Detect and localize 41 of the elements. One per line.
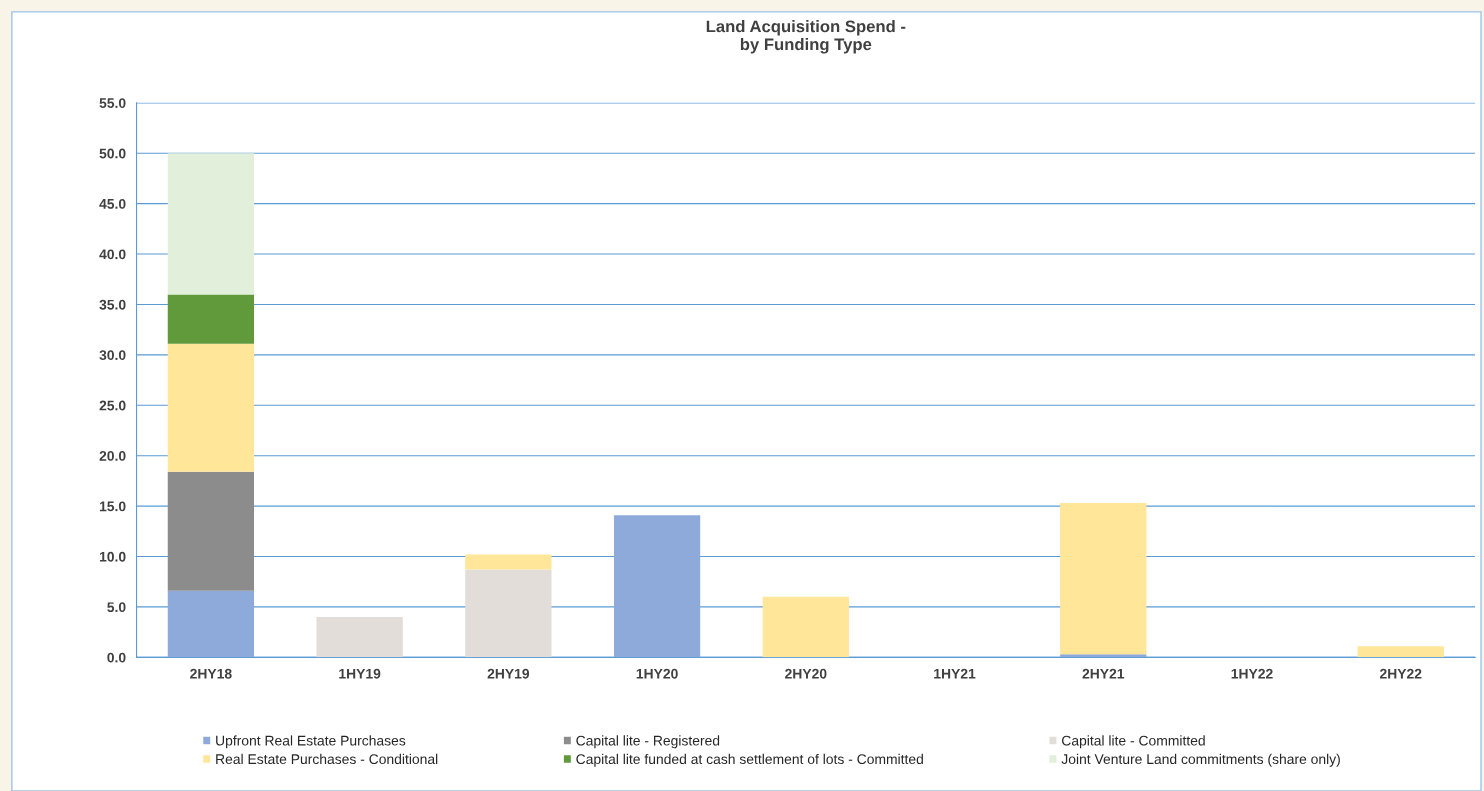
y-tick-label: 35.0 (99, 299, 126, 310)
y-tick-label: 40.0 (99, 249, 126, 260)
y-tick-label: 10.0 (99, 551, 126, 562)
x-tick-label: 1HY19 (339, 668, 381, 679)
y-tick-label: 30.0 (99, 350, 126, 361)
legend-label: Capital lite funded at cash settlement of lots - Committed (576, 753, 923, 767)
x-tick-label: 1HY22 (1231, 668, 1273, 679)
bar (1060, 503, 1147, 655)
bar (465, 569, 552, 658)
x-tick-label: 2HY19 (487, 668, 530, 679)
bar (167, 153, 255, 295)
bar (167, 294, 255, 344)
y-tick-label: 20.0 (99, 451, 126, 461)
y-tick-label: 0.0 (107, 652, 126, 663)
bar (167, 343, 255, 472)
bar (316, 616, 403, 658)
y-tick-label: 25.0 (99, 400, 126, 411)
x-tick-label: 2HY22 (1379, 668, 1422, 679)
legend-label: Joint Venture Land commitments (share only) (1061, 753, 1340, 767)
x-tick-label: 1HY20 (636, 668, 678, 679)
legend-label: Capital lite - Registered (576, 735, 720, 749)
bar (613, 515, 701, 658)
y-tick-label: 55.0 (99, 98, 126, 108)
bar (762, 596, 849, 658)
x-tick-label: 2HY18 (190, 668, 232, 679)
y-tick-label: 5.0 (107, 602, 126, 613)
legend-label: Upfront Real Estate Purchases (216, 735, 406, 749)
bar (1060, 654, 1147, 658)
y-tick-label: 15.0 (99, 501, 126, 512)
bar (167, 590, 255, 658)
legend-label: Capital lite - Committed (1062, 735, 1205, 749)
chart-title: Land Acquisition Spend - by Funding Type (706, 20, 906, 54)
bar (465, 554, 552, 570)
y-tick-label: 50.0 (99, 148, 126, 159)
x-tick-label: 1HY21 (934, 668, 976, 679)
y-tick-label: 45.0 (99, 198, 126, 209)
bar (1357, 646, 1444, 658)
x-tick-label: 2HY20 (785, 668, 827, 679)
legend-label: Real Estate Purchases - Conditional (216, 753, 438, 765)
bar (167, 471, 255, 591)
x-tick-label: 2HY21 (1082, 668, 1125, 679)
